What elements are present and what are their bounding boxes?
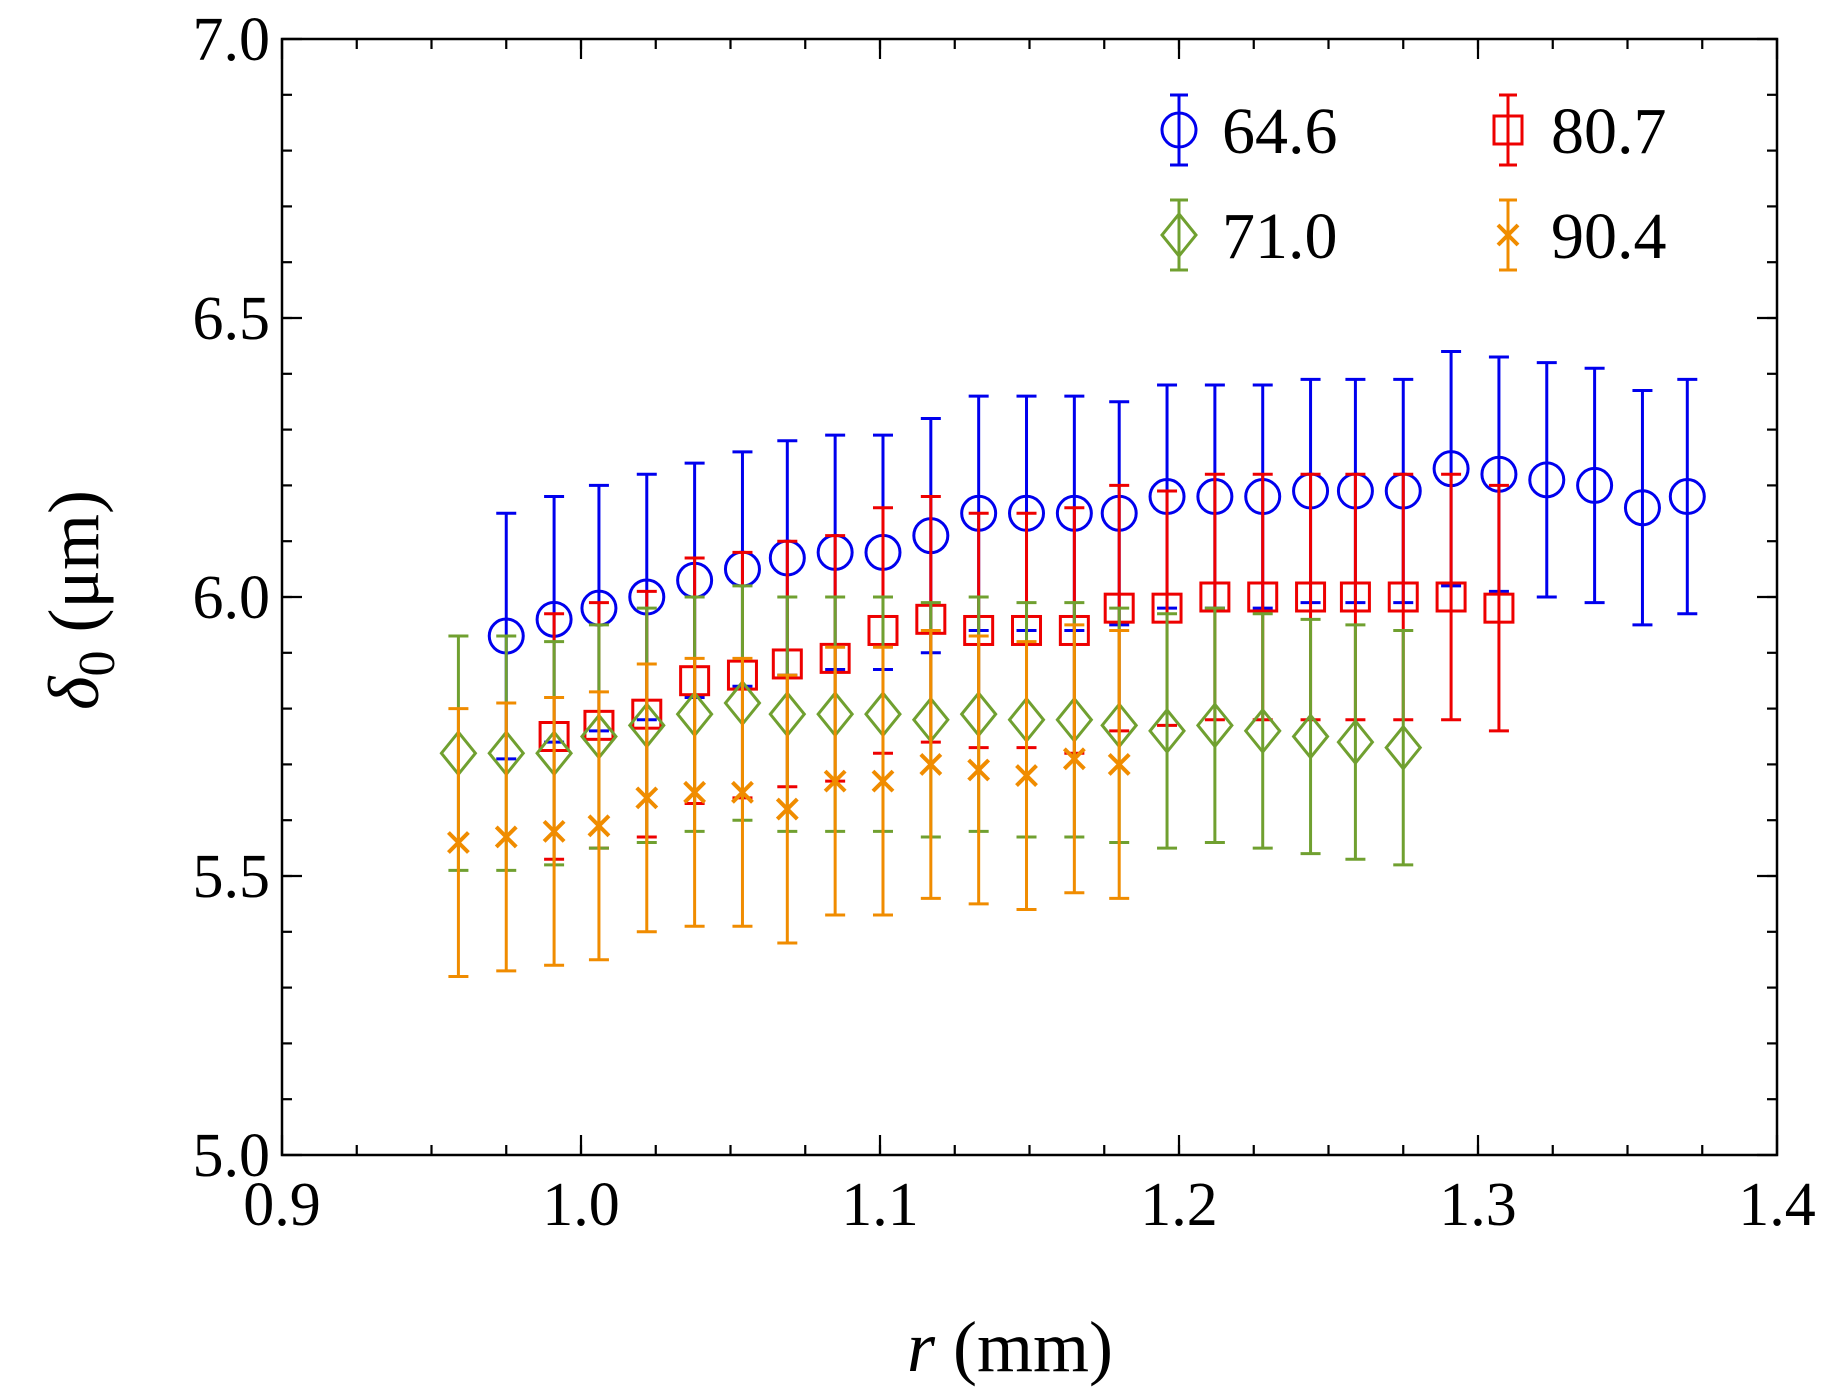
- data-point: [919, 752, 943, 776]
- legend-item: 71.0: [1160, 198, 1338, 273]
- legend-item: 80.7: [1492, 93, 1667, 168]
- x-tick-labels: 0.9 1.0 1.1 1.2 1.3 1.4: [243, 1171, 1816, 1239]
- legend-error-bar: [1170, 198, 1188, 272]
- x-tick-label: 1.3: [1439, 1171, 1517, 1239]
- data-point: [587, 814, 611, 838]
- data-point: [1195, 701, 1234, 749]
- data-point: [1339, 581, 1371, 613]
- data-point: [1528, 461, 1566, 499]
- data-point: [871, 769, 895, 793]
- error-bar: [1393, 628, 1414, 867]
- y-tick-label: 6.0: [193, 564, 271, 632]
- y-axis-subscript: 0: [69, 651, 126, 677]
- legend-label: 90.4: [1551, 200, 1667, 273]
- y-axis-unit: (μm): [34, 490, 114, 633]
- error-bar: [1536, 361, 1557, 599]
- x-axis-label: r (mm): [907, 1307, 1113, 1387]
- y-axis-symbol: δ: [34, 675, 114, 710]
- data-point: [1247, 581, 1279, 613]
- y-tick-label: 5.5: [193, 843, 271, 911]
- legend-marker: [1496, 223, 1520, 247]
- legend-marker: [1160, 111, 1198, 149]
- x-tick-label: 0.9: [243, 1171, 321, 1239]
- series-90.4: [446, 623, 1131, 978]
- legend-error-bar: [1170, 93, 1188, 167]
- x-tick-label: 1.2: [1140, 1171, 1218, 1239]
- x-axis-unit: (mm): [953, 1307, 1113, 1387]
- data-point: [1668, 478, 1706, 516]
- error-bar: [1252, 612, 1273, 850]
- data-point: [1062, 747, 1086, 771]
- x-axis-variable: r: [907, 1307, 936, 1387]
- data-point: [1015, 764, 1038, 787]
- series-64.6: [487, 349, 1706, 761]
- data-point: [1291, 713, 1330, 760]
- data-point: [1483, 592, 1515, 624]
- legend-label: 64.6: [1222, 95, 1338, 168]
- error-bar: [1632, 389, 1653, 627]
- legend: 64.6 80.7 71.0 90.4: [1160, 93, 1667, 273]
- data-point: [1387, 581, 1419, 613]
- error-bar: [1441, 472, 1462, 722]
- plot-frame: [280, 37, 1779, 1157]
- y-tick-label: 6.5: [193, 285, 271, 353]
- data-point: [967, 758, 991, 782]
- y-axis-label-group: δ0 (μm): [34, 490, 126, 710]
- data-point: [446, 831, 470, 854]
- legend-item: 90.4: [1496, 198, 1667, 273]
- data-point: [494, 825, 518, 849]
- error-bar: [1345, 623, 1366, 861]
- legend-item: 64.6: [1160, 93, 1338, 168]
- error-bar: [1300, 617, 1321, 856]
- legend-marker: [1160, 211, 1198, 259]
- error-bar: [1157, 612, 1178, 850]
- y-tick-label: 5.0: [193, 1122, 271, 1190]
- data-point: [1336, 718, 1375, 766]
- y-axis-label: δ0 (μm): [34, 490, 126, 710]
- legend-label: 71.0: [1222, 200, 1338, 273]
- data-point: [683, 780, 707, 804]
- data-point: [731, 780, 754, 804]
- data-point: [1243, 707, 1282, 755]
- error-bar: [1584, 366, 1605, 605]
- legend-marker: [1492, 114, 1524, 146]
- error-bar: [1488, 483, 1509, 733]
- data-point: [1295, 581, 1327, 613]
- data-point: [1623, 489, 1661, 527]
- y-tick-label: 7.0: [193, 6, 271, 74]
- x-tick-label: 1.0: [542, 1171, 620, 1239]
- y-tick-labels: 5.0 5.5 6.0 6.5 7.0: [193, 6, 271, 1190]
- data-point: [1435, 581, 1467, 613]
- data-point: [1148, 707, 1186, 755]
- legend-error-bar: [1499, 93, 1517, 167]
- data-point: [635, 786, 659, 810]
- x-tick-label: 1.1: [841, 1171, 919, 1239]
- data-point: [542, 819, 566, 843]
- data-point: [1107, 752, 1131, 776]
- data-series: [439, 349, 1706, 978]
- data-point: [823, 769, 847, 793]
- error-bar: [1677, 377, 1698, 616]
- data-point: [1384, 724, 1423, 772]
- legend-label: 80.7: [1551, 95, 1667, 168]
- data-point: [1576, 466, 1614, 504]
- data-point: [775, 797, 799, 821]
- error-bar: [1204, 606, 1225, 845]
- x-tick-label: 1.4: [1738, 1171, 1816, 1239]
